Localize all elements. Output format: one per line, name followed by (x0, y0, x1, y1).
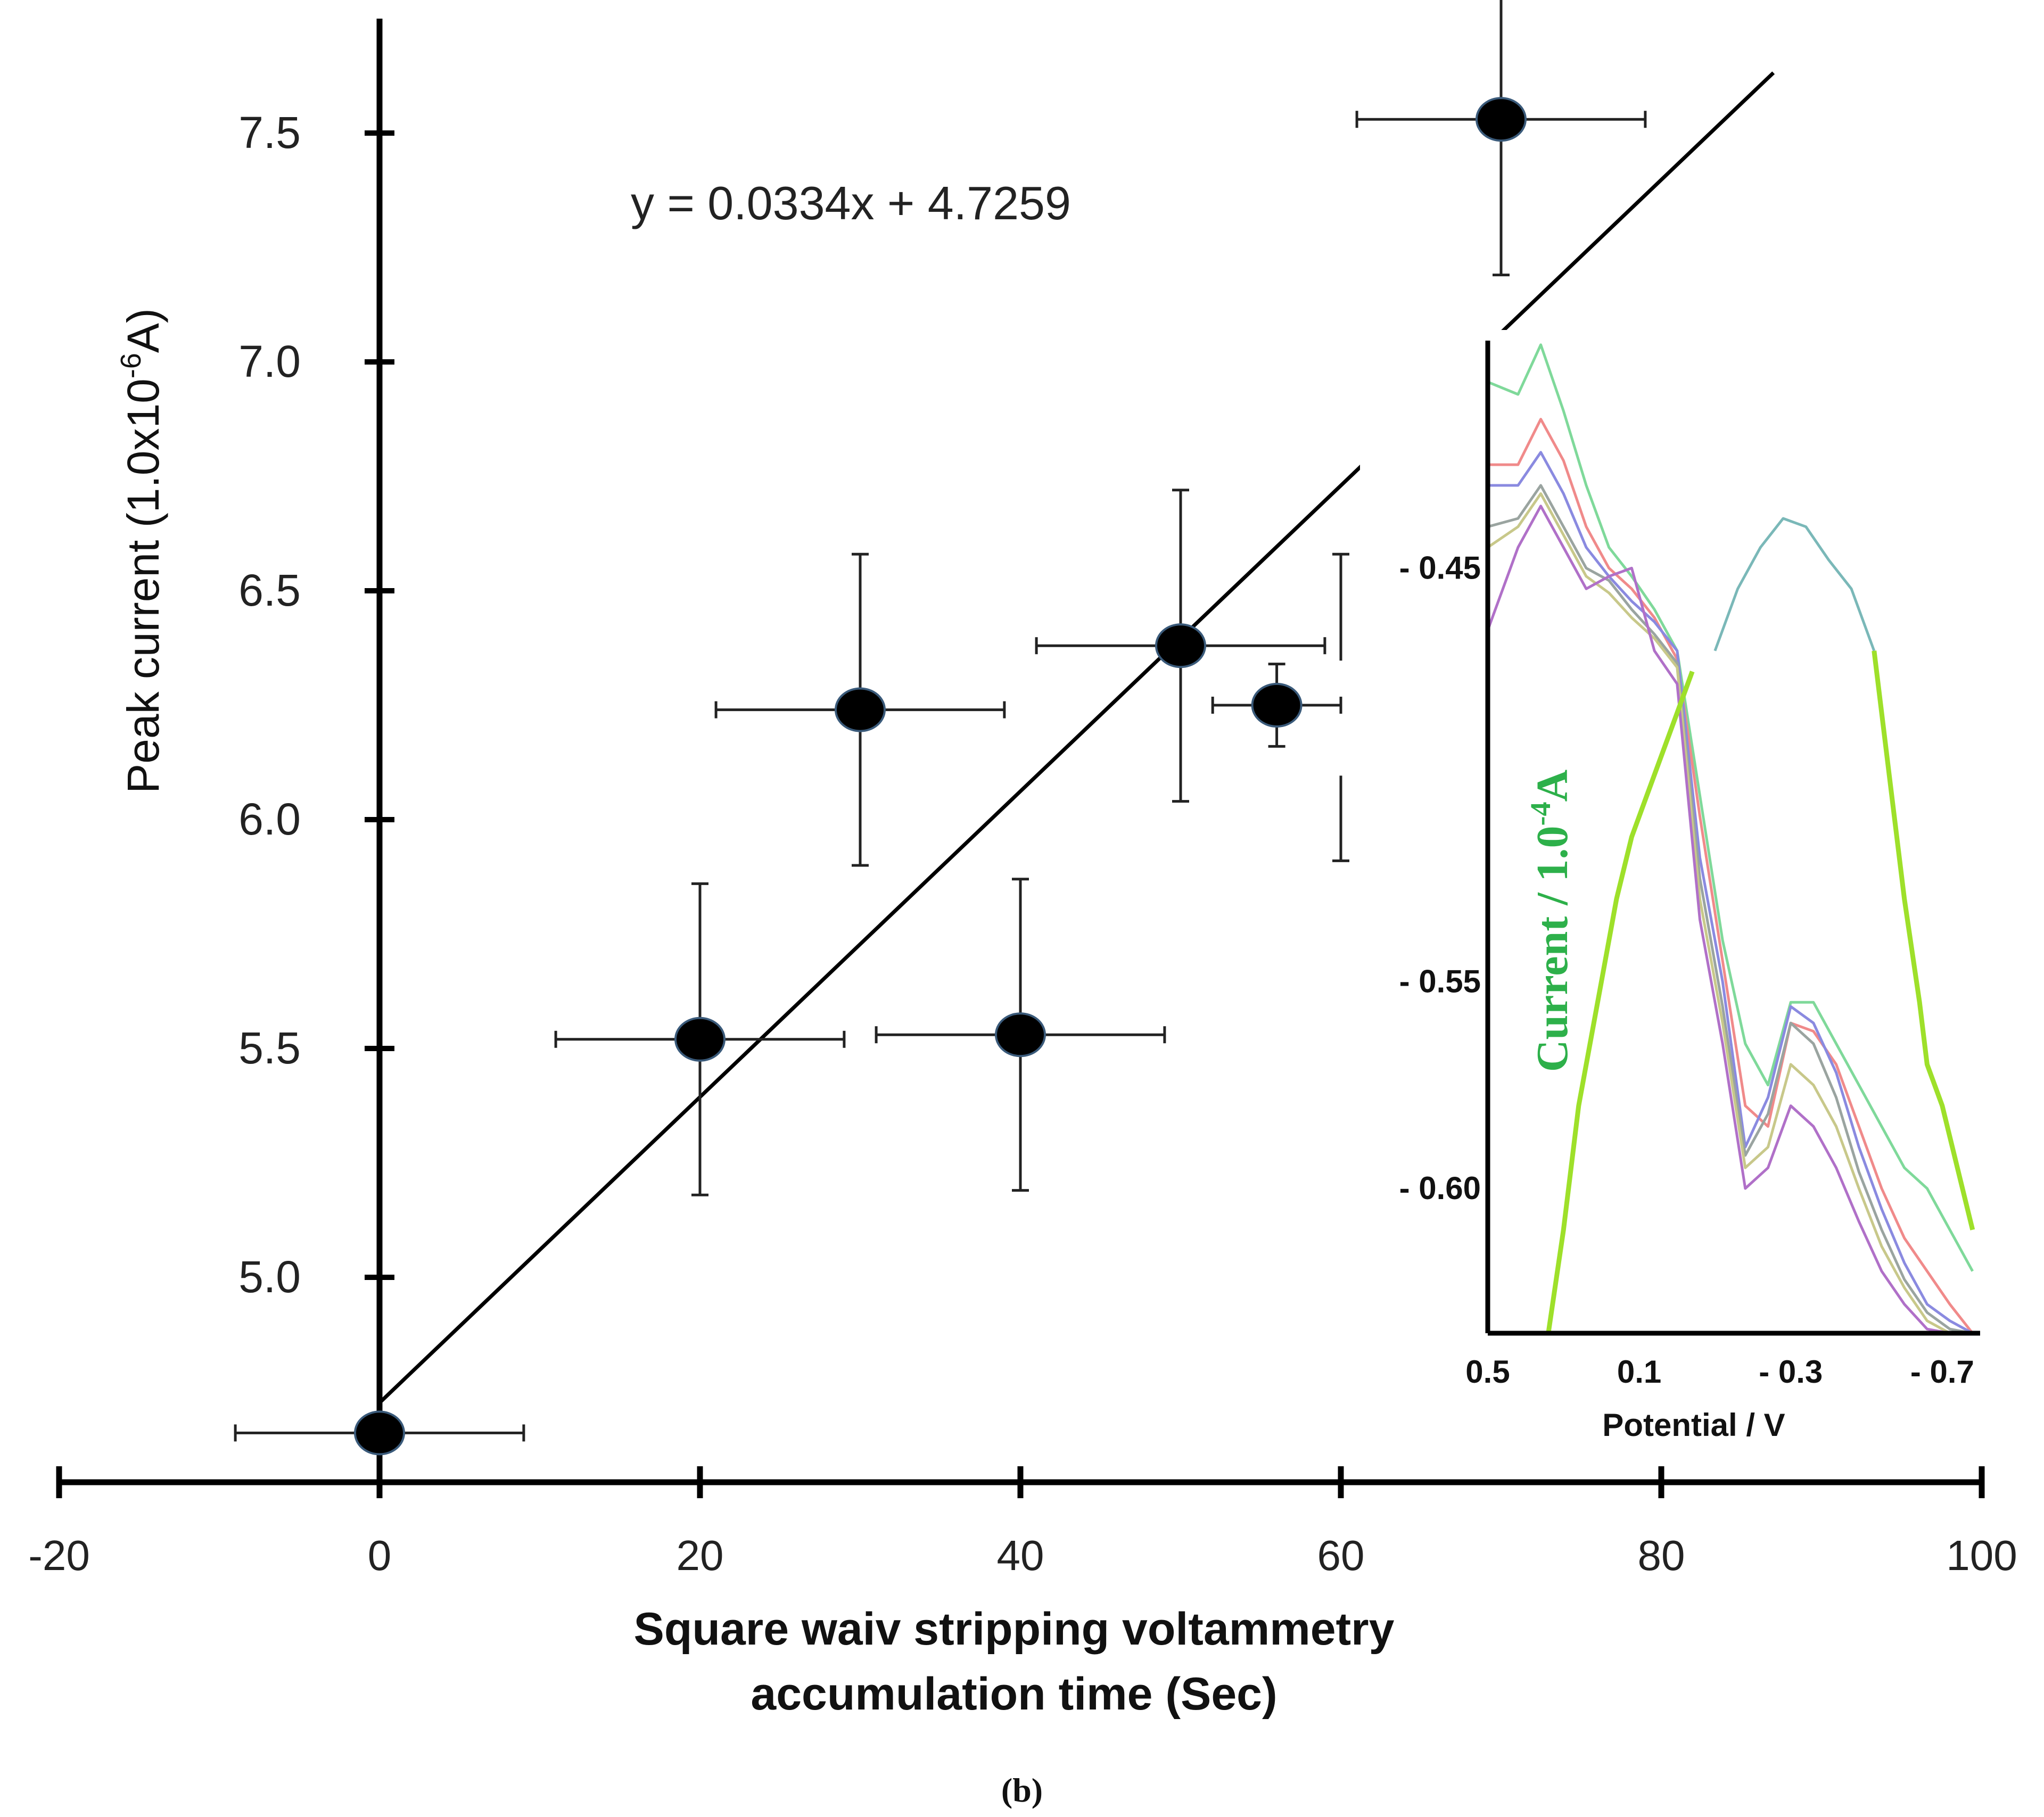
inset-series-line (1488, 451, 1973, 1335)
inset-series-line (1486, 505, 1973, 1335)
inset-y-tick-label: - 0.55 (1399, 963, 1481, 999)
data-point (354, 1410, 405, 1456)
data-point (1251, 683, 1303, 728)
y-tick-label: 6.5 (238, 565, 301, 615)
y-axis-label-main: Peak current (1.0x10 (118, 378, 168, 794)
main-ticks: -20 0 20 40 60 80 100 5.0 5.5 6.0 6.5 7.0 7.5 (28, 108, 2017, 1579)
inset-series-line (1487, 484, 1973, 1335)
x-tick-label: 0 (368, 1532, 392, 1579)
inset-x-tick-label: - 0.7 (1910, 1354, 1974, 1390)
data-point (1155, 623, 1206, 668)
inset-y-axis-label: Current / 1.0-4A (1524, 769, 1577, 1072)
data-points (354, 97, 1527, 1456)
x-tick-label: 40 (997, 1532, 1044, 1579)
y-tick-label: 7.5 (238, 108, 301, 158)
inset-series-line (1546, 671, 1695, 1334)
x-tick-label: 60 (1317, 1532, 1365, 1579)
inset-series (1360, 330, 1991, 1445)
inset-ticks: 0.5 0.1 - 0.3 - 0.7 - 0.45 - 0.55 - 0.60 (1399, 550, 1974, 1390)
inset-x-tick-label: 0.5 (1465, 1354, 1510, 1390)
data-point (1476, 97, 1527, 142)
x-tick-label: 80 (1638, 1532, 1685, 1579)
inset-series-line (1872, 650, 1975, 1230)
x-axis-label-line2: accumulation time (Sec) (751, 1669, 1277, 1720)
inset-y-axis-label-unit: A (1528, 769, 1577, 802)
regression-equation: y = 0.0334x + 4.7259 (631, 177, 1071, 229)
inset-series-line (1713, 517, 1876, 651)
inset-y-tick-label: - 0.45 (1399, 550, 1481, 585)
y-tick-label: 6.0 (238, 794, 301, 844)
y-axis-label-exp: -6 (115, 353, 147, 378)
x-tick-label: 100 (1946, 1532, 2017, 1579)
y-tick-label: 5.0 (238, 1252, 301, 1302)
main-chart: -20 0 20 40 60 80 100 5.0 5.5 6.0 6.5 7.0 7.5 (28, 0, 2017, 1579)
figure-caption: (b) (1001, 1771, 1043, 1809)
inset-series-line (1488, 418, 1974, 1334)
inset-series-line (1487, 492, 1973, 1335)
inset-x-tick-label: - 0.3 (1759, 1354, 1823, 1390)
inset-series-line (1487, 343, 1974, 1272)
data-point (835, 687, 886, 732)
inset-axes (1485, 341, 1980, 1336)
inset-x-tick-label: 0.1 (1617, 1354, 1661, 1390)
inset-chart: 0.5 0.1 - 0.3 - 0.7 - 0.45 - 0.55 - 0.60 (1360, 330, 1991, 1445)
trendline (378, 71, 1775, 1405)
inset-y-tick-label: - 0.60 (1399, 1170, 1481, 1206)
error-bars (234, 0, 1647, 1442)
data-point (674, 1017, 726, 1062)
data-point (995, 1012, 1046, 1058)
trendline-path (378, 71, 1775, 1405)
y-tick-label: 7.0 (238, 336, 301, 386)
y-axis-label-unit: A) (118, 308, 168, 353)
x-tick-label: -20 (28, 1532, 90, 1579)
inset-x-axis-label: Potential / V (1602, 1407, 1785, 1443)
inset-background (1360, 330, 1991, 1445)
y-axis-label: Peak current (1.0x10-6A) (115, 308, 168, 794)
inset-y-axis-label-main: Current / 1.0 (1528, 825, 1577, 1072)
x-tick-label: 20 (677, 1532, 724, 1579)
x-axis-label-line1: Square waiv stripping voltammetry (634, 1604, 1395, 1655)
y-tick-label: 5.5 (238, 1023, 301, 1073)
inset-y-axis-label-exp: -4 (1524, 802, 1556, 825)
